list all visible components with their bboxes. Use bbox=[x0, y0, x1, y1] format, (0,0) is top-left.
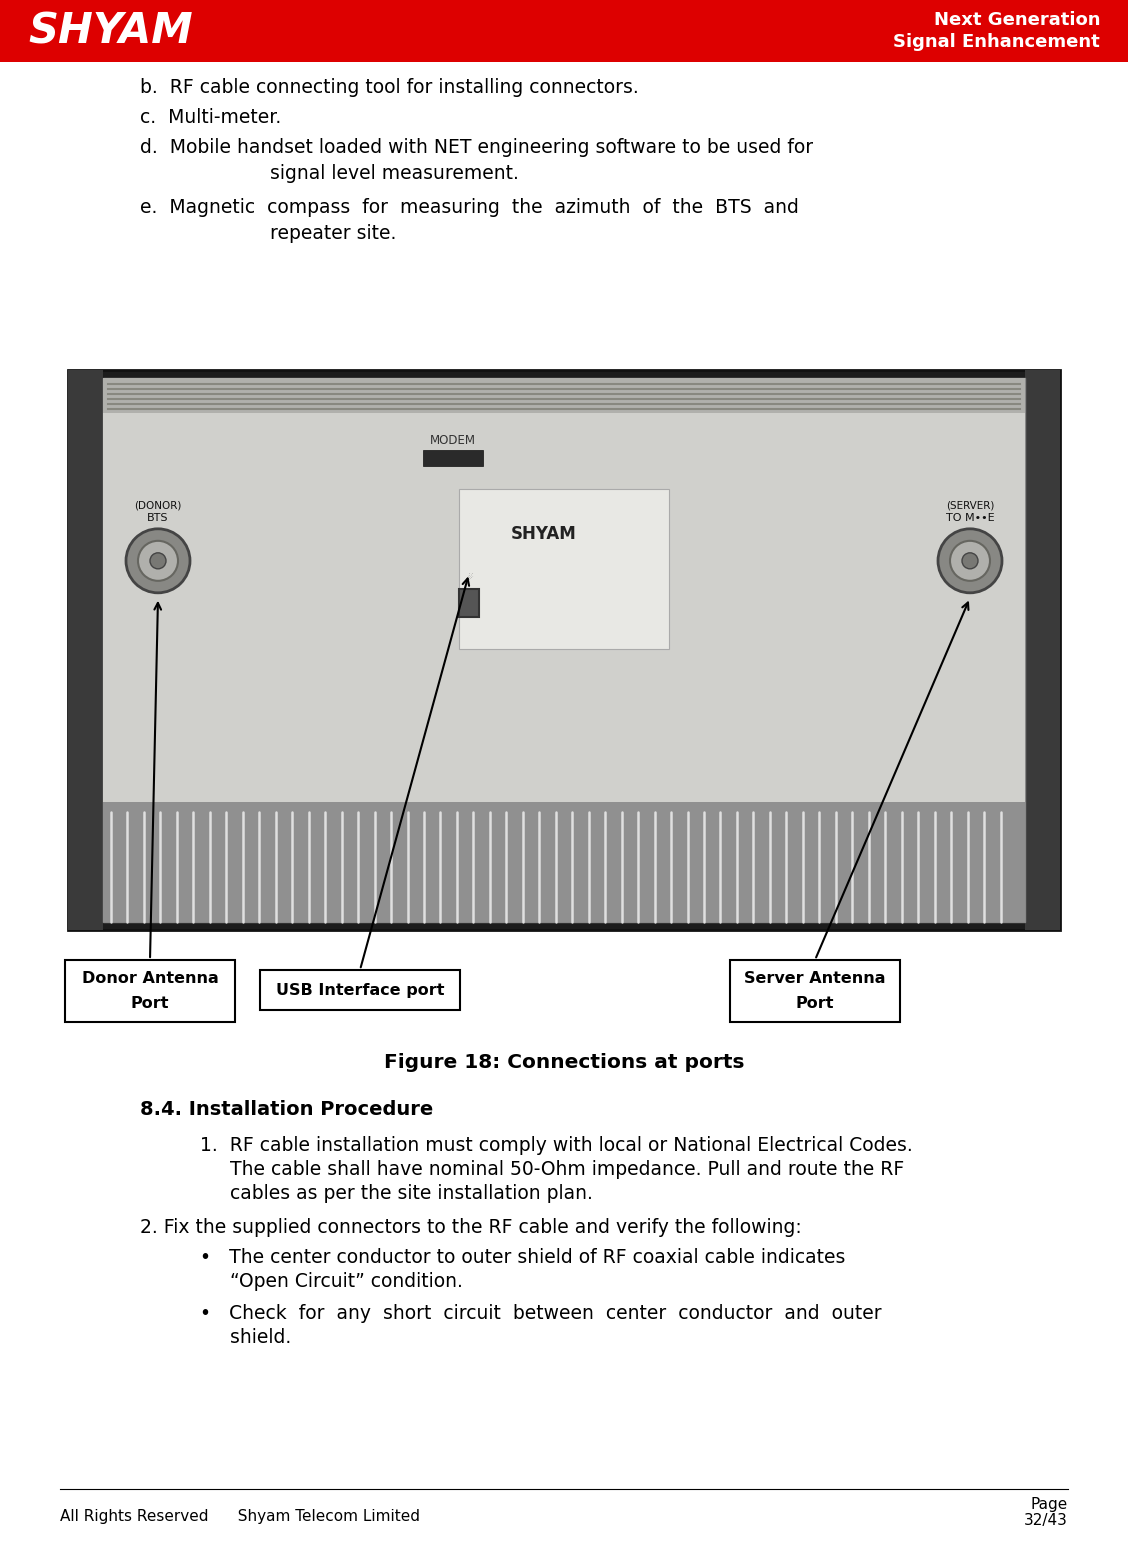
Circle shape bbox=[938, 529, 1002, 593]
FancyBboxPatch shape bbox=[259, 971, 460, 1011]
Text: shield.: shield. bbox=[200, 1329, 291, 1347]
Text: The cable shall have nominal 50-Ohm impedance. Pull and route the RF: The cable shall have nominal 50-Ohm impe… bbox=[200, 1160, 905, 1179]
Text: 32/43: 32/43 bbox=[1024, 1514, 1068, 1529]
Text: (SERVER): (SERVER) bbox=[945, 501, 994, 511]
Circle shape bbox=[950, 540, 990, 580]
Text: c.  Multi-meter.: c. Multi-meter. bbox=[140, 108, 281, 127]
FancyBboxPatch shape bbox=[103, 414, 1025, 802]
Text: •   The center conductor to outer shield of RF coaxial cable indicates: • The center conductor to outer shield o… bbox=[200, 1248, 845, 1267]
Text: 2. Fix the supplied connectors to the RF cable and verify the following:: 2. Fix the supplied connectors to the RF… bbox=[140, 1217, 802, 1237]
Circle shape bbox=[150, 552, 166, 569]
FancyBboxPatch shape bbox=[68, 370, 1060, 930]
FancyBboxPatch shape bbox=[1025, 370, 1060, 930]
FancyBboxPatch shape bbox=[459, 489, 669, 648]
Text: Server Antenna: Server Antenna bbox=[744, 971, 885, 986]
Text: e.  Magnetic  compass  for  measuring  the  azimuth  of  the  BTS  and: e. Magnetic compass for measuring the az… bbox=[140, 198, 799, 218]
Text: SHYAM: SHYAM bbox=[28, 9, 193, 52]
Text: Port: Port bbox=[795, 995, 835, 1011]
Text: 8.4. Installation Procedure: 8.4. Installation Procedure bbox=[140, 1100, 433, 1119]
Text: TO M••E: TO M••E bbox=[945, 512, 994, 523]
FancyBboxPatch shape bbox=[423, 451, 484, 466]
Text: Port: Port bbox=[131, 995, 169, 1011]
Text: signal level measurement.: signal level measurement. bbox=[270, 164, 519, 184]
Circle shape bbox=[138, 540, 178, 580]
Text: cables as per the site installation plan.: cables as per the site installation plan… bbox=[200, 1183, 593, 1204]
Text: b.  RF cable connecting tool for installing connectors.: b. RF cable connecting tool for installi… bbox=[140, 79, 638, 97]
FancyBboxPatch shape bbox=[103, 802, 1025, 923]
Text: ☄: ☄ bbox=[465, 574, 474, 583]
FancyBboxPatch shape bbox=[103, 378, 1025, 414]
Text: “Open Circuit” condition.: “Open Circuit” condition. bbox=[200, 1271, 462, 1291]
Text: MODEM: MODEM bbox=[431, 435, 476, 447]
Text: Next Generation: Next Generation bbox=[934, 11, 1100, 29]
FancyBboxPatch shape bbox=[730, 960, 900, 1021]
FancyBboxPatch shape bbox=[65, 960, 235, 1021]
Circle shape bbox=[962, 552, 978, 569]
FancyBboxPatch shape bbox=[459, 588, 479, 617]
Text: Figure 18: Connections at ports: Figure 18: Connections at ports bbox=[384, 1052, 744, 1071]
Text: BTS: BTS bbox=[148, 512, 169, 523]
FancyBboxPatch shape bbox=[68, 370, 103, 930]
Text: (DONOR): (DONOR) bbox=[134, 501, 182, 511]
Text: Page: Page bbox=[1031, 1498, 1068, 1512]
FancyBboxPatch shape bbox=[0, 0, 1128, 62]
Text: repeater site.: repeater site. bbox=[270, 224, 396, 242]
Text: USB Interface port: USB Interface port bbox=[275, 983, 444, 997]
Text: SHYAM: SHYAM bbox=[511, 525, 576, 543]
Text: d.  Mobile handset loaded with NET engineering software to be used for: d. Mobile handset loaded with NET engine… bbox=[140, 137, 813, 157]
Text: Donor Antenna: Donor Antenna bbox=[81, 971, 219, 986]
Text: 1.  RF cable installation must comply with local or National Electrical Codes.: 1. RF cable installation must comply wit… bbox=[200, 1136, 913, 1156]
Circle shape bbox=[126, 529, 190, 593]
Text: All Rights Reserved      Shyam Telecom Limited: All Rights Reserved Shyam Telecom Limite… bbox=[60, 1509, 420, 1524]
Text: Signal Enhancement: Signal Enhancement bbox=[893, 32, 1100, 51]
FancyBboxPatch shape bbox=[103, 378, 1025, 923]
Text: •   Check  for  any  short  circuit  between  center  conductor  and  outer: • Check for any short circuit between ce… bbox=[200, 1304, 882, 1322]
